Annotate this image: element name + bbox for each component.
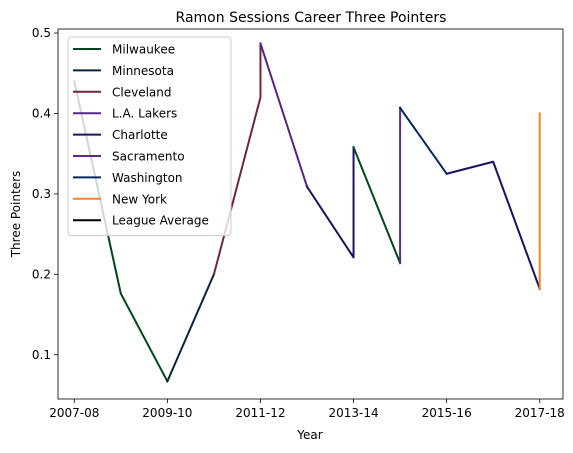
x-tick-label: 2017-18 bbox=[515, 406, 565, 420]
x-tick-label: 2009-10 bbox=[142, 406, 192, 420]
legend: Milwaukee Minnesota Cleveland L.A. Lakers Ch… bbox=[67, 36, 232, 237]
series-line-5 bbox=[352, 145, 402, 265]
legend-entry: L.A. Lakers bbox=[112, 107, 177, 121]
y-axis-label: Three Pointers bbox=[9, 171, 23, 259]
legend-entry: Charlotte bbox=[112, 128, 168, 142]
x-tick-label: 2013-14 bbox=[328, 406, 378, 420]
legend-entry: Washington bbox=[112, 171, 183, 185]
legend-entry: Cleveland bbox=[112, 85, 172, 99]
y-tick-label: 0.4 bbox=[32, 106, 51, 120]
y-tick-label: 0.2 bbox=[32, 267, 51, 281]
legend-entry: League Average bbox=[112, 214, 209, 228]
y-tick-label: 0.5 bbox=[32, 26, 51, 40]
series-line-1 bbox=[166, 273, 216, 383]
x-tick-label: 2007-08 bbox=[49, 406, 99, 420]
plot-frame bbox=[57, 28, 564, 400]
x-tick-label: 2011-12 bbox=[235, 406, 285, 420]
y-tick-label: 0.3 bbox=[32, 187, 51, 201]
y-axis: 0.1 0.2 0.3 0.4 0.5 bbox=[32, 26, 58, 362]
chart-title: Ramon Sessions Career Three Pointers bbox=[176, 10, 447, 26]
legend-entry: Sacramento bbox=[112, 150, 185, 164]
series-line-7 bbox=[398, 106, 449, 176]
series-line-8 bbox=[445, 160, 542, 291]
legend-entry: New York bbox=[112, 192, 167, 206]
legend-box bbox=[67, 36, 232, 237]
series-line-3 bbox=[259, 42, 309, 188]
x-axis: 2007-08 2009-10 2011-12 2013-14 2015-16 2017-… bbox=[49, 399, 565, 420]
series-line-4 bbox=[305, 146, 355, 259]
legend-entry: Milwaukee bbox=[112, 43, 175, 57]
x-tick-label: 2015-16 bbox=[422, 406, 472, 420]
legend-entry: Minnesota bbox=[112, 64, 174, 78]
x-axis-label: Year bbox=[296, 428, 322, 442]
y-tick-label: 0.1 bbox=[32, 348, 51, 362]
